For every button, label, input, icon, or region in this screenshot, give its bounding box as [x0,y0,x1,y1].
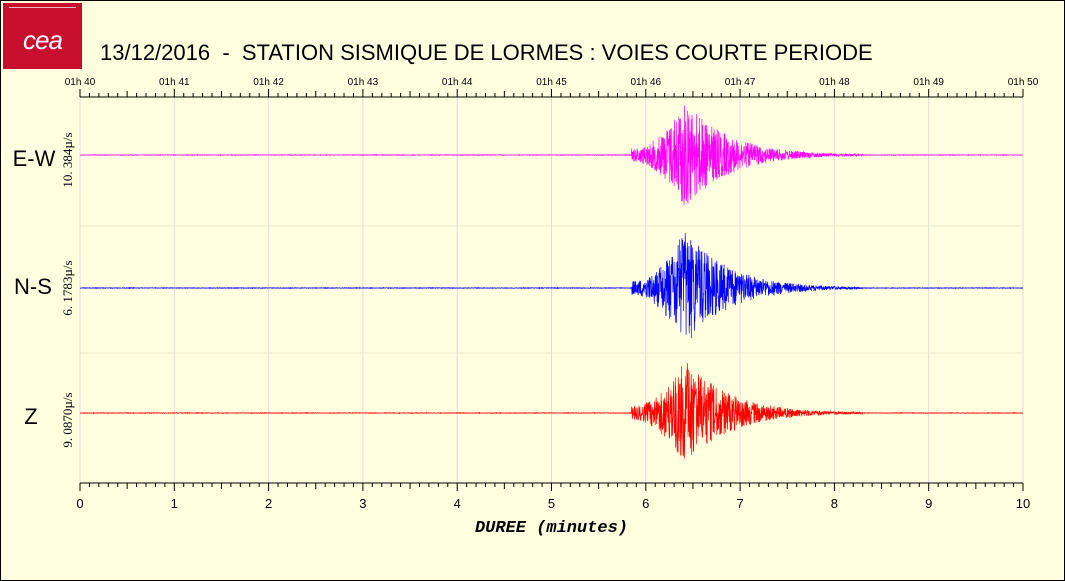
x-tick-label: 0 [76,496,83,511]
channel-label-2: Z [24,404,37,429]
logo-text: cea [23,25,63,55]
time-tick-label: 01h 48 [819,77,850,88]
x-tick-label: 4 [454,496,461,511]
x-tick-label: 9 [925,496,932,511]
time-tick-label: 01h 42 [253,77,284,88]
x-tick-label: 8 [831,496,838,511]
time-tick-label: 01h 46 [631,77,662,88]
waveform-0 [79,105,1023,206]
x-tick-label: 6 [642,496,649,511]
channel-label-0: E-W [13,146,56,171]
x-tick-label: 1 [171,496,178,511]
waveform-2 [79,363,1023,459]
page-title: 13/12/2016 - STATION SISMIQUE DE LORMES … [100,40,873,65]
time-tick-label: 01h 47 [725,77,756,88]
time-tick-label: 01h 44 [442,77,473,88]
scale-label-0: 10. 384µ/s [60,132,75,187]
cea-logo: cea [3,3,82,69]
x-tick-label: 7 [736,496,743,511]
time-tick-label: 01h 49 [913,77,944,88]
x-axis-label: DUREE (minutes) [475,519,628,538]
channel-label-1: N-S [14,274,52,299]
time-tick-label: 01h 50 [1008,77,1039,88]
x-tick-label: 3 [359,496,366,511]
scale-label-1: 6. 1783µ/s [60,260,75,315]
x-tick-label: 5 [548,496,555,511]
time-tick-label: 01h 40 [65,77,96,88]
time-tick-label: 01h 43 [348,77,379,88]
waveform-1 [79,232,1024,339]
x-tick-label: 2 [265,496,272,511]
time-tick-label: 01h 45 [536,77,567,88]
x-tick-label: 10 [1016,496,1030,511]
logo-rule [9,7,76,11]
time-tick-label: 01h 41 [159,77,190,88]
scale-label-2: 9. 0870µ/s [60,392,75,447]
